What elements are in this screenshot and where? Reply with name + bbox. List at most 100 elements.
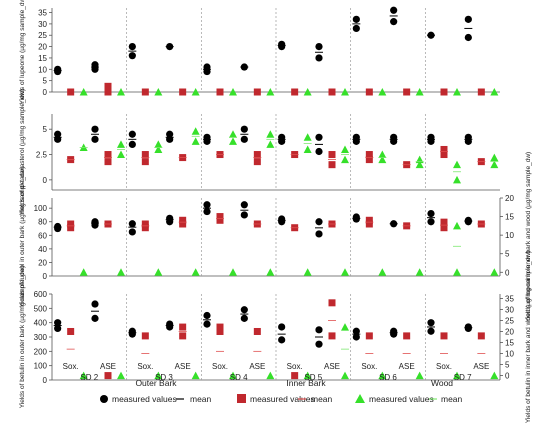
square-point [104, 88, 112, 96]
circle-point [240, 314, 248, 322]
circle-point [352, 15, 360, 23]
square-point [141, 158, 149, 166]
triangle-point [303, 88, 312, 96]
square-point [440, 332, 448, 340]
square-point [216, 88, 224, 96]
tissue-label-wood: Wood [431, 378, 453, 388]
method-label: Sox. [436, 362, 452, 371]
square-point [440, 151, 448, 159]
y-tick-label: 2.5 [36, 151, 48, 160]
triangle-point [341, 88, 349, 96]
triangle-point [341, 323, 349, 331]
square-point [291, 88, 299, 96]
triangle-point [229, 130, 237, 138]
y-right-tick-label: 5 [505, 250, 510, 259]
triangle-point [229, 88, 237, 96]
y-tick-label: 10 [38, 65, 47, 74]
square-point [291, 372, 299, 380]
square-point [67, 220, 75, 228]
method-label: ASE [175, 362, 191, 371]
legend-triangle-mean-label: mean [441, 394, 463, 404]
y-right-tick-label: 10 [505, 231, 514, 240]
sample-label: SD 6 [379, 373, 397, 382]
square-point [365, 151, 373, 159]
y-tick-label: 0 [43, 176, 48, 185]
triangle-point [490, 160, 499, 169]
triangle-point [453, 371, 461, 380]
square-point [216, 327, 224, 335]
triangle-point [229, 268, 237, 276]
panel-4: 010020030040050060005101520253035Yields … [19, 251, 532, 423]
triangle-point [378, 268, 387, 276]
sample-label: SD 2 [80, 373, 98, 382]
circle-point [315, 147, 323, 156]
circle-point [240, 135, 248, 143]
legend-circle-marker [100, 395, 108, 403]
circle-point [427, 327, 435, 335]
sample-label: SD 3 [155, 373, 173, 382]
circle-point [166, 320, 174, 328]
triangle-point [117, 140, 125, 148]
triangle-point [453, 175, 461, 184]
y-tick-label: 25 [38, 31, 47, 40]
y-axis-label-right: Yields of betulin in inner bark and wood… [525, 251, 532, 423]
square-point [104, 151, 112, 159]
y-tick-label: 200 [34, 347, 48, 356]
method-label: ASE [100, 362, 116, 371]
method-label: Sox. [287, 362, 303, 371]
y-tick-label: 100 [34, 204, 48, 213]
circle-point [54, 319, 62, 327]
triangle-point [378, 88, 387, 96]
circle-point [54, 130, 62, 138]
method-label: ASE [324, 362, 340, 371]
circle-point [315, 133, 323, 141]
method-labels: Sox. ASE Sox. ASE Sox. ASE Sox. ASE Sox. ASE Sox. A… [63, 362, 490, 371]
y-right-tick-label: 20 [505, 327, 514, 336]
square-point [216, 216, 224, 224]
circle-point [315, 42, 323, 51]
y-right-tick-label: 5 [505, 361, 510, 370]
triangle-point [79, 268, 88, 276]
square-point [67, 88, 75, 96]
triangle-point [378, 371, 387, 380]
y-right-tick-label: 15 [505, 339, 514, 348]
sample-label: SD 7 [454, 373, 472, 382]
triangle-point [266, 88, 275, 96]
circle-point [390, 18, 398, 26]
y-tick-label: 40 [38, 245, 47, 254]
triangle-point [117, 371, 125, 380]
square-point [440, 88, 448, 96]
square-point [179, 216, 187, 224]
square-point [104, 372, 112, 380]
circle-point [315, 340, 323, 348]
square-point [403, 88, 411, 96]
y-tick-label: 20 [38, 43, 47, 52]
triangle-point [453, 160, 461, 169]
square-point [440, 145, 448, 153]
y-tick-label: 300 [34, 333, 48, 342]
triangle-point [154, 88, 163, 96]
square-point [365, 88, 373, 96]
circle-point [390, 327, 398, 335]
square-point [141, 151, 149, 159]
triangle-point [79, 371, 88, 380]
square-point [328, 161, 336, 169]
panel-1: 0 5 10 15 20 25 30 35 Yields of lupeone (µg/mg s… [19, 0, 500, 104]
y-right-tick-label: 30 [505, 305, 514, 314]
circle-point [203, 201, 211, 209]
square-point [141, 224, 149, 232]
legend-square-label: measured values [250, 394, 315, 404]
y-axis-label: Yields of betulin in outer bark (µg/mg s… [19, 266, 26, 409]
y-tick-label: 0 [43, 88, 48, 97]
circle-point [91, 218, 99, 226]
method-label: ASE [249, 362, 265, 371]
triangle-point [191, 137, 200, 145]
y-tick-label: 35 [38, 9, 47, 18]
square-point [67, 327, 75, 335]
square-point [67, 224, 75, 232]
x-axis-labels: Sox. ASE Sox. ASE Sox. ASE Sox. ASE Sox. ASE Sox. A… [63, 362, 490, 382]
circle-point [427, 218, 435, 226]
square-point [328, 88, 336, 96]
circle-point [315, 230, 323, 238]
